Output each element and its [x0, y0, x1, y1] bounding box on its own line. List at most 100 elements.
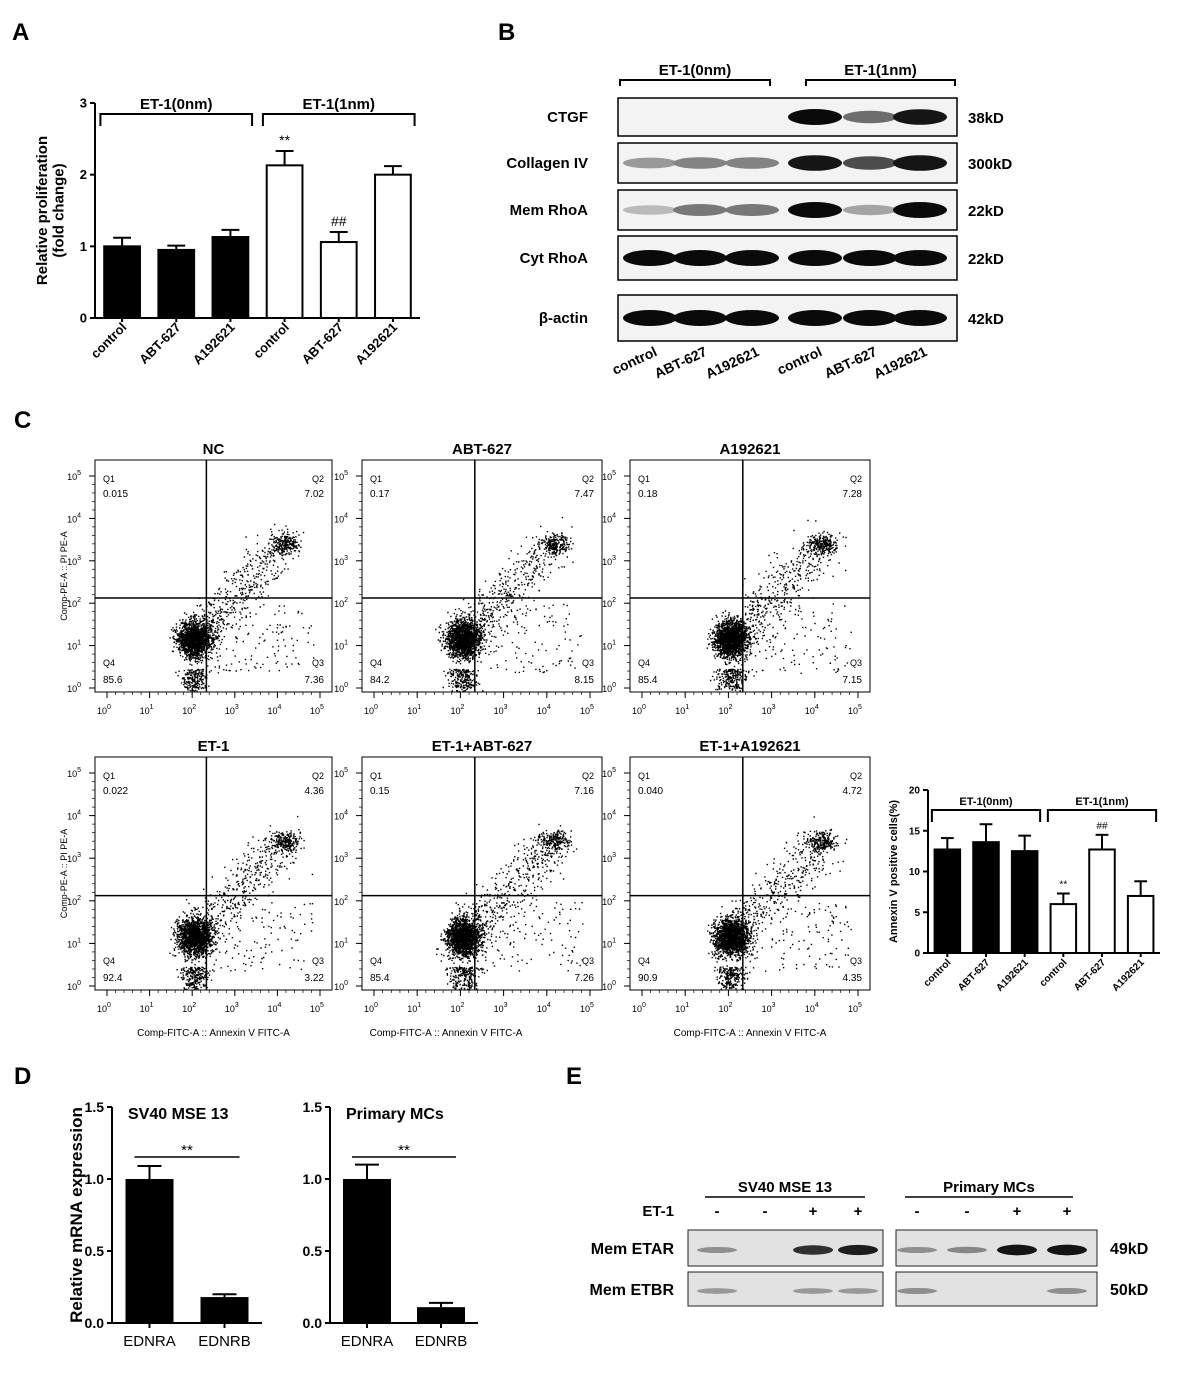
y-decade-label: 103 [67, 852, 81, 864]
y-decade-exponent: 1 [77, 937, 81, 944]
x-decade-exponent: 5 [858, 704, 862, 711]
y-decade-label: 100 [602, 682, 616, 694]
flow-plot: ET-1Q10.022Q24.36Q33.22Q492.410010010110… [59, 738, 333, 1039]
x-decade-exponent: 4 [815, 704, 819, 711]
blot-size-label: 42kD [968, 311, 1004, 328]
y-decade-exponent: 2 [344, 895, 348, 902]
blot-band [788, 250, 842, 266]
flow-dots [169, 815, 314, 991]
y-decade-label: 101 [67, 640, 81, 652]
x-decade-label: 100 [632, 1002, 646, 1014]
blot-band [793, 1245, 833, 1255]
y-tick-label: 0 [80, 311, 87, 326]
x-decade-exponent: 1 [150, 1002, 154, 1009]
quadrant-name: Q3 [312, 956, 324, 966]
y-tick-label: 3 [80, 96, 87, 111]
blot-group-bracket [805, 79, 956, 86]
bar [374, 173, 412, 319]
panel-letter-d: D [14, 1063, 31, 1090]
treatment-sign: + [854, 1203, 863, 1220]
y-tick-label: 15 [909, 826, 921, 837]
y-axis-label: Annexin V positive cells(%) [888, 800, 900, 943]
quadrant-value: 7.16 [575, 786, 595, 797]
blot-band [788, 310, 842, 326]
flow-dots [435, 516, 582, 693]
flow-plot: ET-1+A192621Q10.040Q24.72Q34.35Q490.9100… [602, 738, 871, 1039]
quadrant-value: 0.17 [370, 489, 390, 500]
y-decade-label: 102 [67, 597, 81, 609]
blot-band [1047, 1244, 1087, 1256]
quadrant-value: 0.015 [103, 489, 128, 500]
treatment-sign: + [1063, 1203, 1072, 1220]
y-decade-exponent: 4 [612, 810, 616, 817]
x-decade-exponent: 1 [150, 704, 154, 711]
y-decade-label: 102 [334, 597, 348, 609]
quadrant-name: Q3 [850, 658, 862, 668]
chart-title: SV40 MSE 13 [128, 1106, 229, 1123]
x-decade-exponent: 1 [685, 1002, 689, 1009]
mrna-chart: 0.0 0.5 1.0 1.5 Primary MCs EDNRA EDNRB ** [303, 1099, 478, 1350]
blot-row-label: Mem ETAR [591, 1241, 675, 1258]
x-decade-label: 101 [675, 704, 689, 716]
quadrant-value: 85.4 [370, 973, 390, 984]
blot-lane-label: control [774, 343, 824, 378]
y-decade-exponent: 0 [77, 980, 81, 987]
panel-c-annexin-bar-chart: 0 5 10 15 20 Annexin V positive cells(%) contr… [888, 786, 1160, 994]
blot-band [673, 310, 727, 326]
quadrant-value: 0.040 [638, 786, 663, 797]
y-decade-label: 103 [602, 555, 616, 567]
y-decade-label: 103 [334, 555, 348, 567]
treatment-sign: + [809, 1203, 818, 1220]
x-tick-label: control [88, 320, 130, 362]
x-tick-label: ABT-627 [299, 320, 346, 367]
quadrant-value: 90.9 [638, 973, 658, 984]
blot-group-label: ET-1(0nm) [659, 62, 732, 79]
flow-plot-title: ET-1+A192621 [699, 738, 800, 755]
x-decade-exponent: 5 [590, 704, 594, 711]
y-decade-exponent: 1 [612, 937, 616, 944]
x-decade-exponent: 3 [504, 704, 508, 711]
x-decade-exponent: 4 [277, 1002, 281, 1009]
x-decade-exponent: 5 [858, 1002, 862, 1009]
y-decade-exponent: 0 [612, 682, 616, 689]
y-decade-label: 104 [67, 512, 81, 524]
flow-y-axis-label: Comp-PE-A :: PI PE-A [59, 531, 69, 621]
quadrant-name: Q1 [103, 771, 115, 781]
significance-mark: ## [331, 213, 347, 229]
bar [1010, 850, 1039, 954]
quadrant-name: Q4 [638, 658, 650, 668]
significance-mark: ** [181, 1142, 193, 1159]
x-decade-label: 101 [140, 704, 154, 716]
y-tick-label: 0.5 [303, 1243, 323, 1259]
y-decade-label: 103 [334, 852, 348, 864]
significance-mark: ## [1096, 821, 1108, 832]
y-decade-exponent: 1 [344, 937, 348, 944]
flow-plot-title: ABT-627 [452, 441, 512, 458]
x-decade-label: 100 [364, 704, 378, 716]
x-decade-label: 101 [407, 704, 421, 716]
y-tick-label: 0.5 [85, 1243, 105, 1259]
x-decade-exponent: 0 [642, 1002, 646, 1009]
quadrant-value: 4.72 [843, 786, 863, 797]
quadrant-name: Q2 [850, 474, 862, 484]
significance-mark: ** [398, 1142, 410, 1159]
treatment-label: ET-1 [642, 1203, 674, 1220]
x-tick-label: ABT-627 [1072, 957, 1108, 993]
x-decade-exponent: 3 [772, 704, 776, 711]
x-decade-exponent: 0 [107, 1002, 111, 1009]
x-decade-label: 104 [267, 1002, 281, 1014]
blot-group-bracket [619, 79, 771, 86]
x-decade-exponent: 2 [728, 704, 732, 711]
y-axis-label-line: Annexin V positive cells(%) [888, 800, 900, 943]
blot-band [893, 155, 947, 171]
x-tick-label: EDNRB [415, 1333, 468, 1350]
y-axis-label: Relative mRNA expression [67, 1107, 86, 1323]
y-decade-label: 104 [602, 810, 616, 822]
flow-plot-frame [361, 756, 603, 991]
quadrant-value: 7.15 [843, 675, 863, 686]
blot-band [697, 1288, 737, 1294]
x-decade-exponent: 2 [192, 1002, 196, 1009]
x-decade-exponent: 3 [235, 704, 239, 711]
y-decade-label: 103 [602, 852, 616, 864]
y-decade-label: 101 [334, 937, 348, 949]
